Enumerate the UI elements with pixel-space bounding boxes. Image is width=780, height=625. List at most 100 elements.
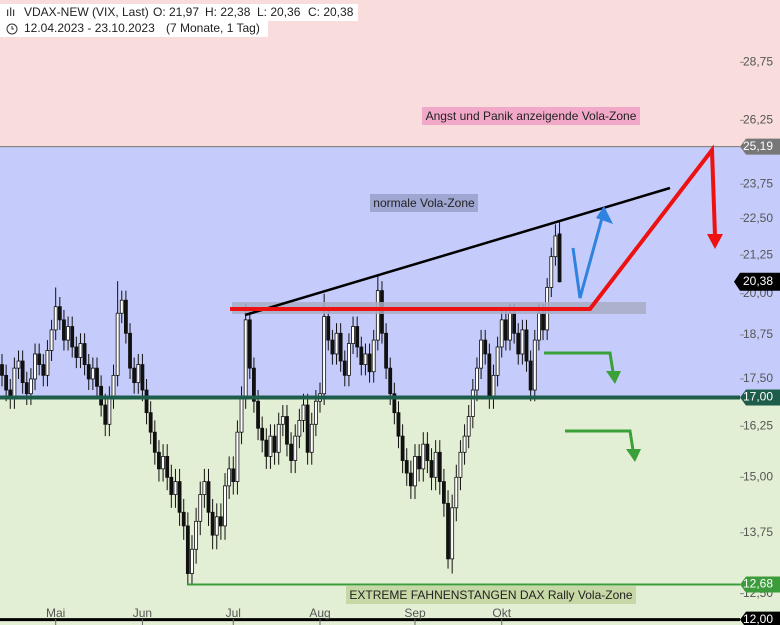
candle-body	[20, 360, 25, 384]
candle-body	[520, 329, 525, 355]
ohlc: C: 20,38	[308, 5, 354, 19]
blue-arrowhead	[596, 206, 613, 224]
candle-body	[86, 364, 91, 380]
clock-icon	[11, 26, 14, 30]
y-tick-label: 28,75	[743, 54, 773, 68]
candle-body	[289, 443, 294, 461]
candle-body	[384, 332, 388, 369]
candle-body	[29, 378, 33, 395]
candle-body	[53, 306, 58, 331]
duration: (7 Monate, 1 Tag)	[166, 21, 260, 35]
candle-body	[437, 451, 442, 482]
green-arrowhead	[606, 371, 621, 384]
candle-body	[169, 476, 174, 495]
candle-body	[309, 423, 314, 453]
y-tick-label: 18,75	[743, 327, 773, 341]
x-tick-label: Aug	[309, 606, 330, 620]
candle-body	[37, 353, 42, 365]
candle-body	[78, 343, 83, 358]
candle-body	[305, 404, 310, 453]
candle-body	[70, 326, 75, 348]
candle-body	[528, 360, 533, 391]
candle-body	[45, 350, 50, 376]
candle-body	[413, 456, 417, 487]
candle-body	[326, 316, 331, 341]
candle-body	[33, 353, 37, 380]
candle-body	[185, 525, 190, 574]
candle-body	[132, 367, 137, 384]
candle-body	[82, 343, 87, 365]
candle-body	[235, 431, 240, 482]
green-arrowhead	[626, 449, 641, 462]
candle-body	[111, 374, 116, 398]
candle-body	[285, 416, 289, 445]
candle-body	[442, 481, 446, 504]
candle-body	[503, 319, 508, 341]
candle-body	[243, 319, 248, 398]
candle-body	[194, 520, 199, 550]
blue-arrow	[571, 217, 604, 299]
candle-body	[74, 346, 79, 358]
candle-body	[206, 481, 211, 513]
candle-body	[425, 443, 430, 461]
candle-body	[49, 329, 54, 351]
candle-body	[66, 326, 70, 341]
candle-body	[90, 367, 95, 380]
y-tick-label: 22,50	[743, 211, 773, 225]
level-label: 12,68	[743, 577, 773, 591]
candle-body	[330, 339, 335, 355]
header: ılı VDAX-NEW (VIX, Last) O: 21,97 H: 22,…	[0, 4, 358, 37]
zone-label: EXTREME FAHNENSTANGEN DAX Rally Vola-Zon…	[349, 588, 633, 602]
candle-body	[322, 316, 327, 395]
candle-body	[516, 332, 521, 355]
candle-body	[553, 235, 558, 258]
candle-body	[495, 346, 500, 376]
candle-body	[491, 374, 496, 398]
candle-body	[115, 312, 120, 376]
candle-body	[157, 451, 161, 470]
zone-label: normale Vola-Zone	[373, 196, 475, 210]
candle-body	[541, 312, 545, 331]
candle-body	[400, 435, 405, 461]
candle-body	[16, 360, 21, 369]
candle-body	[152, 431, 157, 453]
y-tick-label: 13,75	[743, 525, 773, 539]
y-tick-label: 17,50	[743, 371, 773, 385]
green-arrow	[565, 429, 635, 451]
zone-label: Angst und Panik anzeigende Vola-Zone	[426, 109, 637, 123]
candle-body	[214, 516, 219, 536]
candle-body	[0, 364, 4, 376]
zone-label-box	[346, 586, 636, 604]
x-tick-label: Sep	[404, 606, 426, 620]
candle-body	[239, 397, 244, 433]
clock-icon	[6, 23, 18, 35]
candle-body	[367, 353, 372, 373]
candle-body	[148, 412, 153, 433]
candle-body	[421, 443, 426, 470]
ohlc: H: 22,38	[205, 5, 251, 19]
candle-body	[136, 364, 141, 384]
x-tick-label: Okt	[492, 606, 511, 620]
candle-body	[62, 319, 66, 341]
x-tick-label: Mai	[46, 606, 65, 620]
candle-body	[483, 339, 488, 355]
green-arrow	[544, 351, 615, 373]
candle-body	[351, 326, 355, 344]
candle-body	[462, 435, 467, 453]
candle-body	[549, 256, 554, 288]
candle-body	[119, 299, 124, 314]
candle-body	[247, 319, 252, 369]
y-tick-label: 23,75	[743, 176, 773, 190]
symbol: VDAX-NEW (VIX, Last)	[24, 5, 149, 19]
y-tick-label: 16,25	[743, 418, 773, 432]
candle-body	[524, 329, 529, 362]
candle-body	[396, 412, 401, 437]
red-arrowhead	[707, 234, 723, 249]
red-arrow	[230, 144, 717, 311]
candle-body	[202, 481, 207, 495]
ohlc: L: 20,36	[257, 5, 301, 19]
candle-body	[557, 233, 562, 283]
level-tag	[740, 389, 780, 406]
candle-body	[144, 389, 149, 414]
